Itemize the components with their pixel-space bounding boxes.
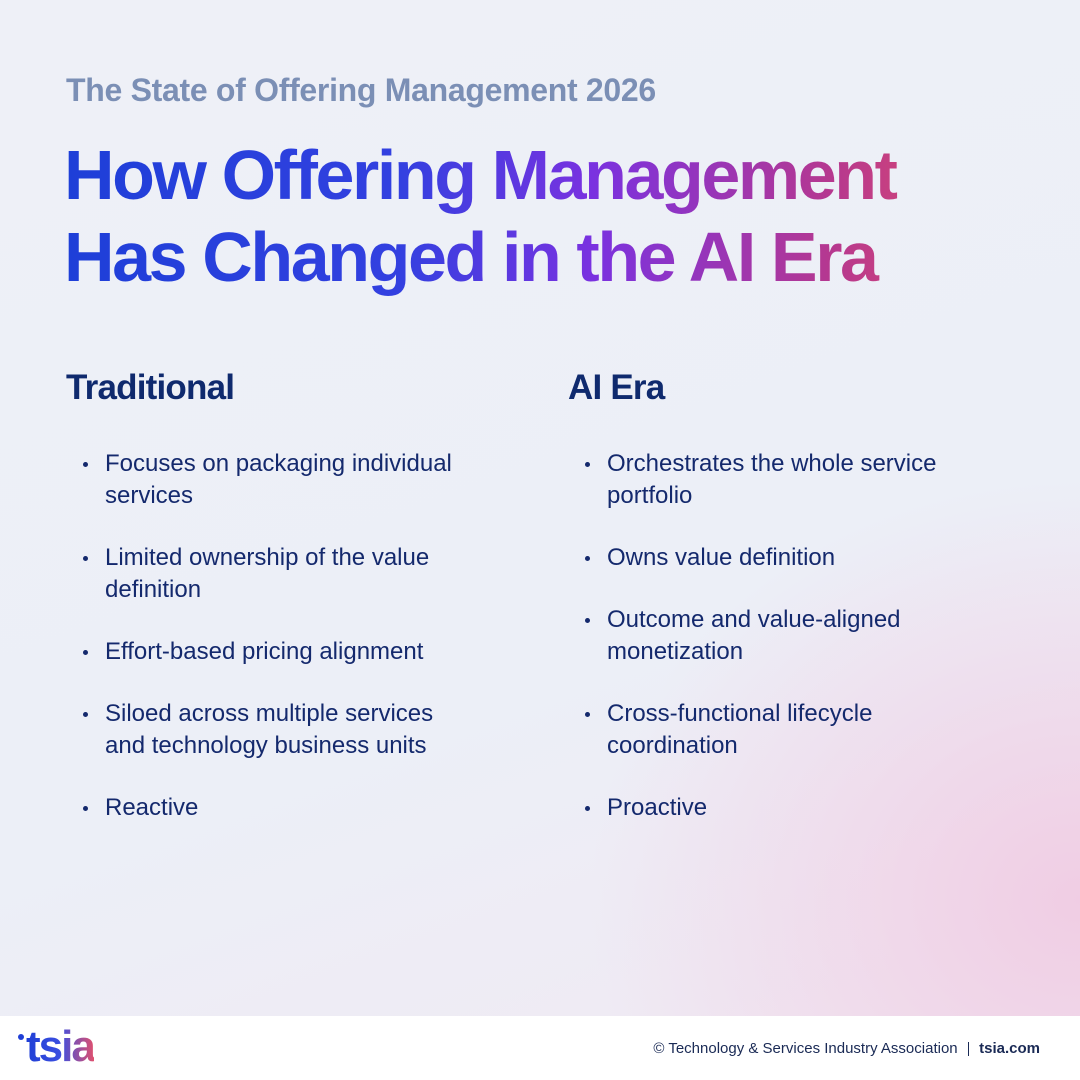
separator bbox=[967, 1041, 970, 1056]
bullet-list: Focuses on packaging individual services… bbox=[66, 448, 466, 824]
kicker: The State of Offering Management 2026 bbox=[66, 72, 656, 108]
bullet-item: Owns value definition bbox=[585, 542, 968, 574]
site-link: tsia.com bbox=[979, 1040, 1040, 1057]
column: Traditional Focuses on packaging individ… bbox=[66, 368, 466, 854]
footer-text: © Technology & Services Industry Associa… bbox=[653, 1040, 1040, 1057]
bullet-item: Cross-functional lifecycle coordination bbox=[585, 698, 968, 762]
title-line: How Offering Management bbox=[64, 136, 896, 214]
bullet-item: Proactive bbox=[585, 792, 968, 824]
bullet-item: Limited ownership of the value definitio… bbox=[83, 542, 466, 606]
copyright: © Technology & Services Industry Associa… bbox=[653, 1040, 958, 1057]
bullet-item: Focuses on packaging individual services bbox=[83, 448, 466, 512]
bullet-item: Siloed across multiple services and tech… bbox=[83, 698, 466, 762]
bullet-item: Reactive bbox=[83, 792, 466, 824]
column-heading: AI Era bbox=[568, 368, 665, 407]
column-heading: Traditional bbox=[66, 368, 235, 407]
bullet-item: Outcome and value-aligned monetization bbox=[585, 604, 968, 668]
footer: tsia © Technology & Services Industry As… bbox=[0, 1016, 1080, 1080]
logo-dot bbox=[18, 1034, 24, 1040]
bullet-item: Effort-based pricing alignment bbox=[83, 636, 466, 668]
bullet-list: Orchestrates the whole service portfolio… bbox=[568, 448, 968, 824]
title: How Offering Management Has Changed in t… bbox=[64, 134, 1024, 298]
column: AI Era Orchestrates the whole service po… bbox=[568, 368, 968, 854]
bullet-item: Orchestrates the whole service portfolio bbox=[585, 448, 968, 512]
title-line: Has Changed in the AI Era bbox=[64, 218, 877, 296]
logo: tsia bbox=[26, 1022, 96, 1071]
